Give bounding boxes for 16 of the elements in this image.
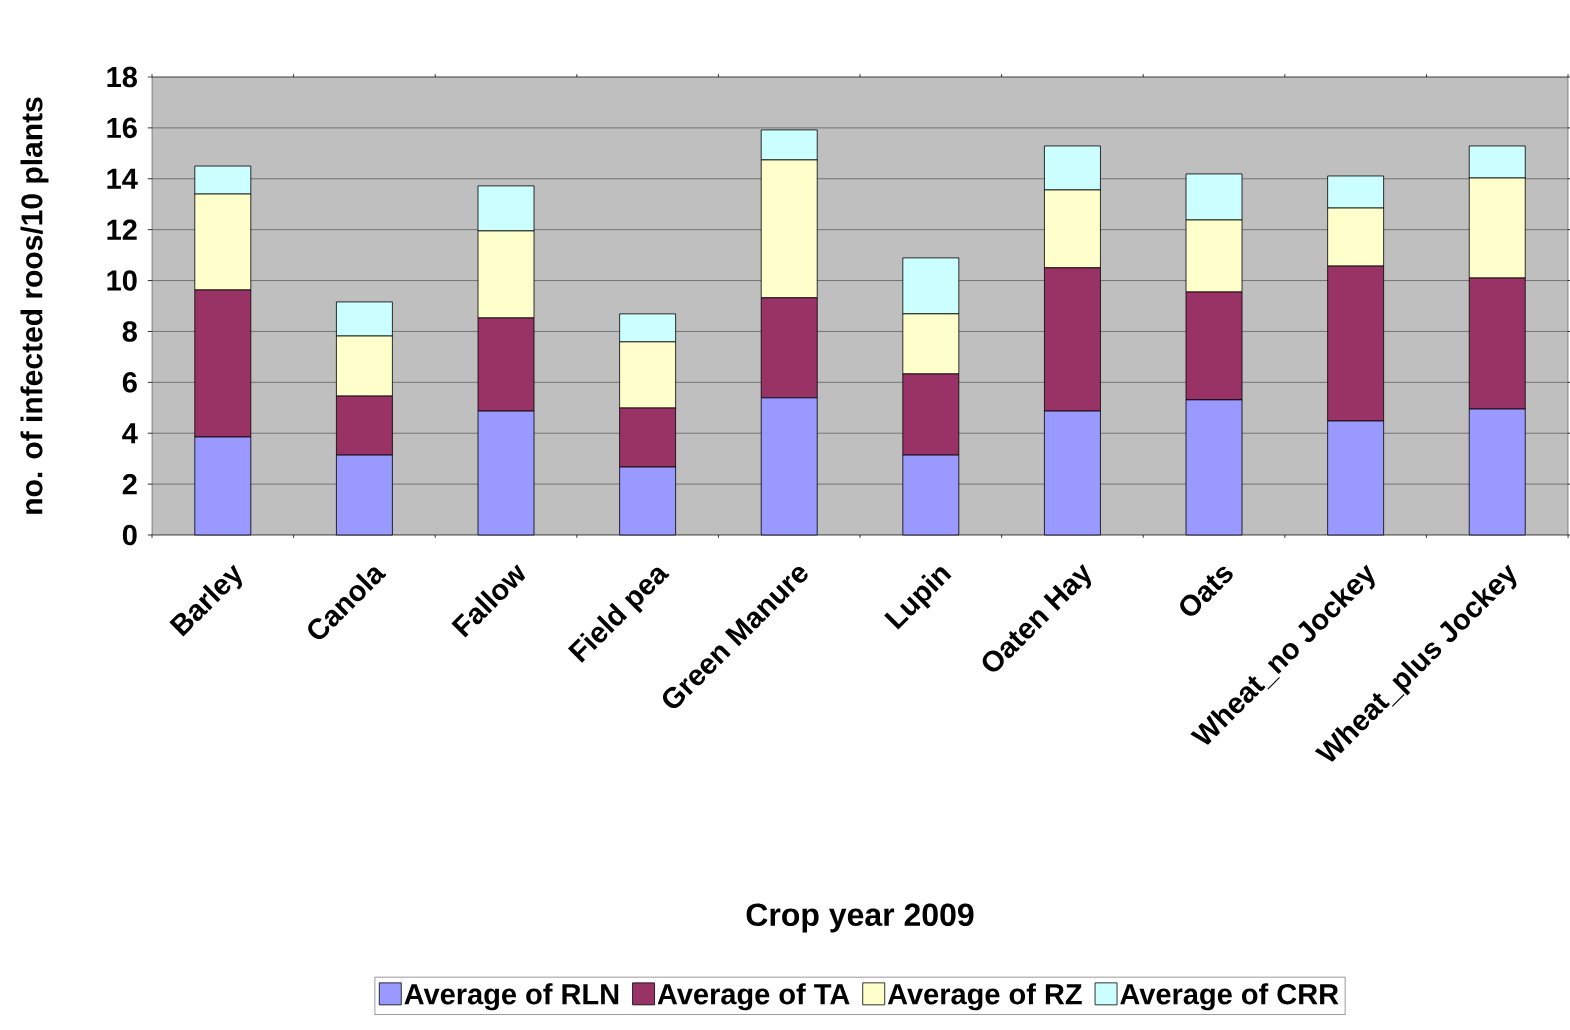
y-tick-label: 12 (107, 219, 137, 240)
y-tick-label: 18 (107, 66, 137, 88)
x-axis-title: Crop year 2009 (746, 903, 974, 933)
y-tick-label: 6 (122, 372, 137, 393)
legend-label: Average of CRR (1120, 983, 1339, 1011)
legend-label: Average of TA (657, 983, 850, 1011)
legend-label: Average of RLN (404, 983, 619, 1011)
y-tick-label: 10 (107, 270, 137, 291)
y-tick-label: 14 (107, 168, 138, 189)
y-tick-label: 16 (107, 117, 137, 139)
y-tick-label: 0 (122, 524, 137, 546)
legend-label: Average of RZ (887, 983, 1082, 1011)
y-tick-label: 8 (122, 321, 137, 342)
y-tick-label: 4 (122, 423, 138, 444)
y-axis-title: no. of infected roos/10 plants (20, 97, 49, 514)
y-tick-label: 2 (122, 473, 137, 495)
